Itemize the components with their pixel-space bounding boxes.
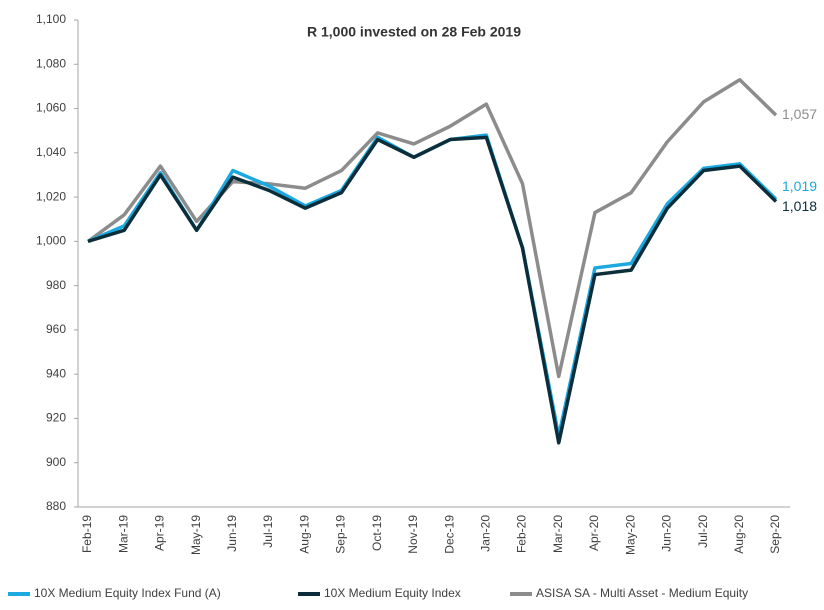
x-tick-label: Jul-20 bbox=[696, 515, 710, 548]
legend-label: ASISA SA - Multi Asset - Medium Equity bbox=[536, 586, 748, 600]
x-tick-label: Jun-20 bbox=[660, 515, 674, 552]
y-tick-label: 1,020 bbox=[36, 189, 66, 203]
x-tick-label: Nov-19 bbox=[406, 515, 420, 554]
legend-label: 10X Medium Equity Index bbox=[324, 586, 461, 600]
x-tick-label: Jul-19 bbox=[261, 515, 275, 548]
y-tick-label: 1,060 bbox=[36, 101, 66, 115]
line bbox=[87, 133, 778, 438]
x-tick-label: Jun-19 bbox=[225, 515, 239, 552]
chart-title: R 1,000 invested on 28 Feb 2019 bbox=[307, 24, 521, 40]
line bbox=[87, 135, 778, 445]
line bbox=[86, 78, 778, 379]
y-tick-label: 1,000 bbox=[36, 234, 66, 248]
x-tick-label: Apr-20 bbox=[587, 515, 601, 551]
x-tick-label: Mar-19 bbox=[116, 515, 130, 553]
x-tick-label: Sep-19 bbox=[334, 515, 348, 554]
x-tick-label: Sep-20 bbox=[768, 515, 782, 554]
y-tick-label: 1,100 bbox=[36, 12, 66, 26]
x-tick-label: Aug-20 bbox=[732, 515, 746, 554]
end-label: 1,057 bbox=[782, 106, 817, 122]
end-label: 1,019 bbox=[782, 178, 817, 194]
x-tick-label: May-19 bbox=[189, 515, 203, 555]
y-tick-label: 960 bbox=[46, 322, 66, 336]
x-tick-label: Oct-19 bbox=[370, 515, 384, 551]
x-tick-label: Mar-20 bbox=[551, 515, 565, 553]
x-tick-label: Dec-19 bbox=[442, 515, 456, 554]
x-tick-label: Feb-20 bbox=[515, 515, 529, 553]
y-tick-label: 980 bbox=[46, 278, 66, 292]
y-tick-label: 940 bbox=[46, 366, 66, 380]
x-tick-label: Apr-19 bbox=[153, 515, 167, 551]
legend-label: 10X Medium Equity Index Fund (A) bbox=[34, 586, 221, 600]
end-label: 1,018 bbox=[782, 198, 817, 214]
x-tick-label: Feb-19 bbox=[80, 515, 94, 553]
y-tick-label: 1,040 bbox=[36, 145, 66, 159]
y-tick-label: 880 bbox=[46, 499, 66, 513]
y-tick-label: 1,080 bbox=[36, 56, 66, 70]
y-tick-label: 920 bbox=[46, 411, 66, 425]
y-tick-label: 900 bbox=[46, 455, 66, 469]
x-tick-label: Aug-19 bbox=[297, 515, 311, 554]
x-tick-label: Jan-20 bbox=[478, 515, 492, 552]
x-tick-label: May-20 bbox=[623, 515, 637, 555]
